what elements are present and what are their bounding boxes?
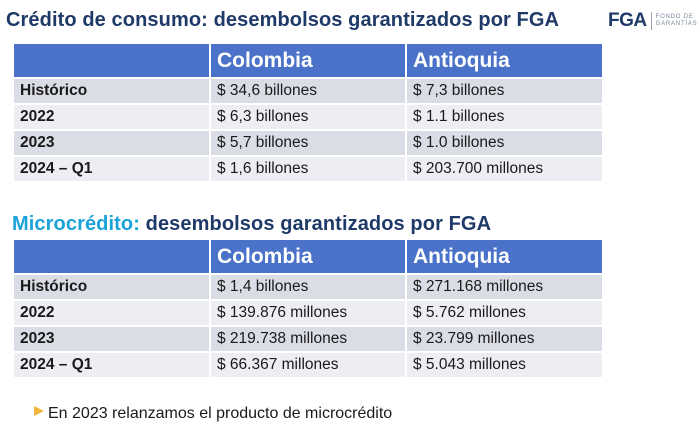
- row-label: 2022: [14, 104, 211, 131]
- row-label: 2023: [14, 326, 211, 353]
- logo-text: FONDO DE GARANTÍAS: [656, 14, 698, 28]
- logo-line2: GARANTÍAS: [655, 21, 698, 27]
- table-row: 2022 $ 139.876 millones $ 5.762 millones: [14, 300, 604, 327]
- row-label: 2022: [14, 300, 211, 327]
- row-label: 2024 – Q1: [14, 156, 211, 183]
- consumo-table: Colombia Antioquia Histórico $ 34,6 bill…: [14, 44, 604, 183]
- table-row: 2023 $ 5,7 billones $ 1.0 billones: [14, 130, 604, 157]
- cell-antioquia: $ 271.168 millones: [406, 274, 604, 301]
- table-row: Histórico $ 1,4 billones $ 271.168 millo…: [14, 274, 604, 301]
- table-row: 2023 $ 219.738 millones $ 23.799 millone…: [14, 326, 604, 353]
- logo-divider: [650, 12, 652, 30]
- cell-antioquia: $ 5.762 millones: [406, 300, 604, 327]
- table-header-row: Colombia Antioquia: [14, 240, 604, 275]
- microcredito-table: Colombia Antioquia Histórico $ 1,4 billo…: [14, 240, 604, 379]
- header-colombia: Colombia: [210, 240, 407, 275]
- row-label: Histórico: [14, 78, 211, 105]
- cell-colombia: $ 1,6 billones: [210, 156, 407, 183]
- section1-title: Crédito de consumo: desembolsos garantiz…: [6, 9, 559, 32]
- header-empty: [14, 44, 211, 79]
- section1-title-rest: desembolsos garantizados por FGA: [207, 9, 560, 31]
- table-row: 2022 $ 6,3 billones $ 1.1 billones: [14, 104, 604, 131]
- section2-title-rest: desembolsos garantizados por FGA: [139, 213, 492, 235]
- cell-antioquia: $ 1.1 billones: [406, 104, 604, 131]
- table-row: Histórico $ 34,6 billones $ 7,3 billones: [14, 78, 604, 105]
- header-antioquia: Antioquia: [406, 44, 604, 79]
- fga-logo: FGA FONDO DE GARANTÍAS: [608, 10, 697, 32]
- cell-colombia: $ 1,4 billones: [210, 274, 407, 301]
- header-colombia: Colombia: [210, 44, 407, 79]
- logo-line1: FONDO DE: [655, 14, 694, 20]
- table-row: 2024 – Q1 $ 66.367 millones $ 5.043 mill…: [14, 352, 604, 379]
- cell-colombia: $ 66.367 millones: [210, 352, 407, 379]
- row-label: Histórico: [14, 274, 211, 301]
- table-row: 2024 – Q1 $ 1,6 billones $ 203.700 millo…: [14, 156, 604, 183]
- triangle-bullet-icon: [34, 406, 44, 416]
- cell-colombia: $ 34,6 billones: [210, 78, 407, 105]
- cell-antioquia: $ 7,3 billones: [406, 78, 604, 105]
- cell-antioquia: $ 23.799 millones: [406, 326, 604, 353]
- row-label: 2023: [14, 130, 211, 157]
- cell-colombia: $ 219.738 millones: [210, 326, 407, 353]
- cell-antioquia: $ 1.0 billones: [406, 130, 604, 157]
- cell-colombia: $ 5,7 billones: [210, 130, 407, 157]
- logo-mark: FGA: [608, 10, 647, 31]
- cell-colombia: $ 6,3 billones: [210, 104, 407, 131]
- section1-title-main: Crédito de consumo:: [6, 9, 208, 31]
- section2-title-main: Microcrédito:: [12, 213, 140, 235]
- cell-antioquia: $ 5.043 millones: [406, 352, 604, 379]
- row-label: 2024 – Q1: [14, 352, 211, 379]
- cell-antioquia: $ 203.700 millones: [406, 156, 604, 183]
- section2-title: Microcrédito: desembolsos garantizados p…: [12, 213, 491, 236]
- header-empty: [14, 240, 211, 275]
- footnote: En 2023 relanzamos el producto de microc…: [34, 405, 392, 423]
- header-antioquia: Antioquia: [406, 240, 604, 275]
- table-header-row: Colombia Antioquia: [14, 44, 604, 79]
- footnote-text: En 2023 relanzamos el producto de microc…: [48, 405, 393, 422]
- cell-colombia: $ 139.876 millones: [210, 300, 407, 327]
